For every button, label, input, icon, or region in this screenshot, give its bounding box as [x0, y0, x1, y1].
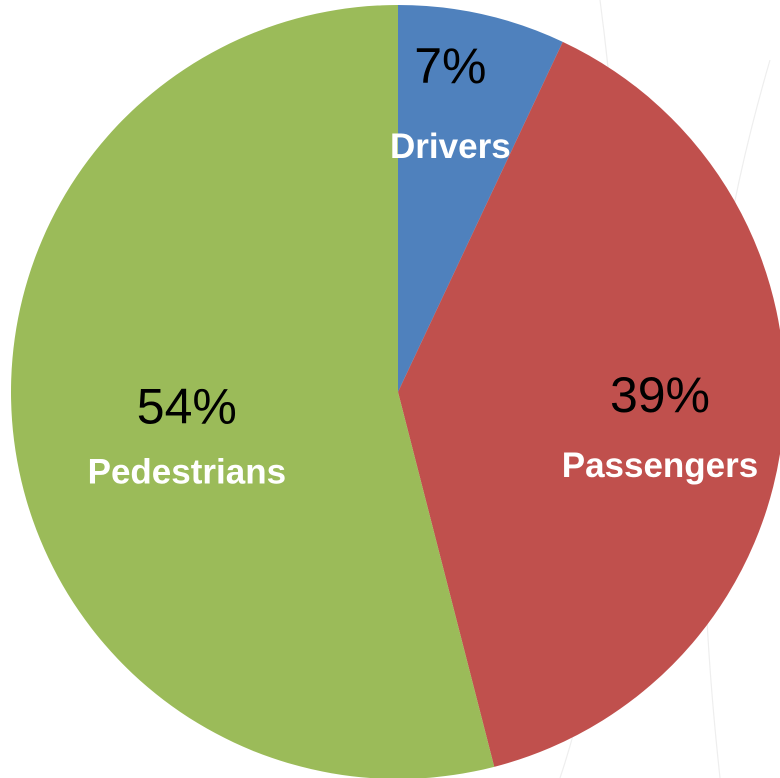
percent-label-pedestrians: 54%	[137, 379, 237, 435]
pie-slice-pedestrians	[11, 5, 495, 778]
category-label-passengers: Passengers	[562, 446, 759, 485]
category-label-drivers: Drivers	[390, 127, 511, 166]
pie-slice-passengers	[398, 41, 780, 767]
labels-layer: 7% Drivers 39% Passengers 54% Pedestrians	[88, 38, 759, 492]
percent-label-passengers: 39%	[610, 367, 710, 423]
percent-label-drivers: 7%	[414, 38, 486, 94]
slices-layer	[11, 5, 780, 778]
pie-slice-drivers	[398, 5, 563, 392]
category-label-pedestrians: Pedestrians	[88, 453, 286, 492]
